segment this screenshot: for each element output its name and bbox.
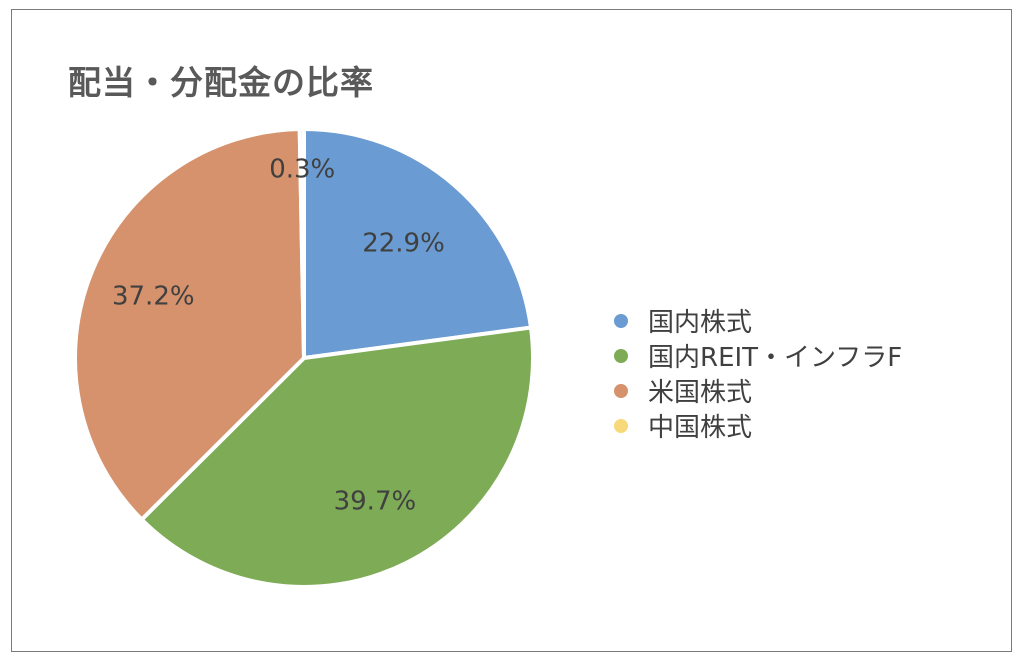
pie-slice-domestic-stocks bbox=[302, 127, 533, 360]
pie-slice-us-stocks bbox=[73, 127, 306, 522]
legend-marker-china-stocks bbox=[614, 418, 628, 433]
legend-item-china-stocks: 中国株式 bbox=[614, 408, 902, 443]
legend-marker-domestic-reit-infra bbox=[614, 348, 628, 363]
legend-item-domestic-stocks: 国内株式 bbox=[614, 303, 902, 338]
legend-label-china-stocks: 中国株式 bbox=[648, 413, 753, 443]
data-label-us-stocks: 37.2% bbox=[112, 282, 195, 312]
pie-data-labels: 22.9% 39.7% 37.2% 0.3% bbox=[112, 155, 445, 517]
legend-marker-domestic-stocks bbox=[614, 313, 628, 328]
pie-slices bbox=[73, 127, 535, 589]
legend-label-domestic-reit-infra: 国内REIT・インフラF bbox=[648, 343, 903, 373]
legend-item-us-stocks: 米国株式 bbox=[614, 373, 902, 408]
legend-label-us-stocks: 米国株式 bbox=[648, 378, 753, 408]
legend-item-domestic-reit-infra: 国内REIT・インフラF bbox=[614, 338, 902, 373]
legend: 国内株式 国内REIT・インフラF 米国株式 中国株式 bbox=[614, 303, 902, 443]
data-label-china-stocks: 0.3% bbox=[269, 155, 335, 185]
legend-marker-us-stocks bbox=[614, 383, 628, 398]
chart-title: 配当・分配金の比率 bbox=[68, 63, 374, 102]
pie-slice-china-stocks bbox=[297, 127, 306, 360]
data-label-domestic-stocks: 22.9% bbox=[362, 229, 445, 259]
data-label-domestic-reit-infra: 39.7% bbox=[334, 486, 417, 516]
legend-label-domestic-stocks: 国内株式 bbox=[648, 308, 753, 338]
pie-slice-domestic-reit-infra bbox=[139, 325, 535, 589]
